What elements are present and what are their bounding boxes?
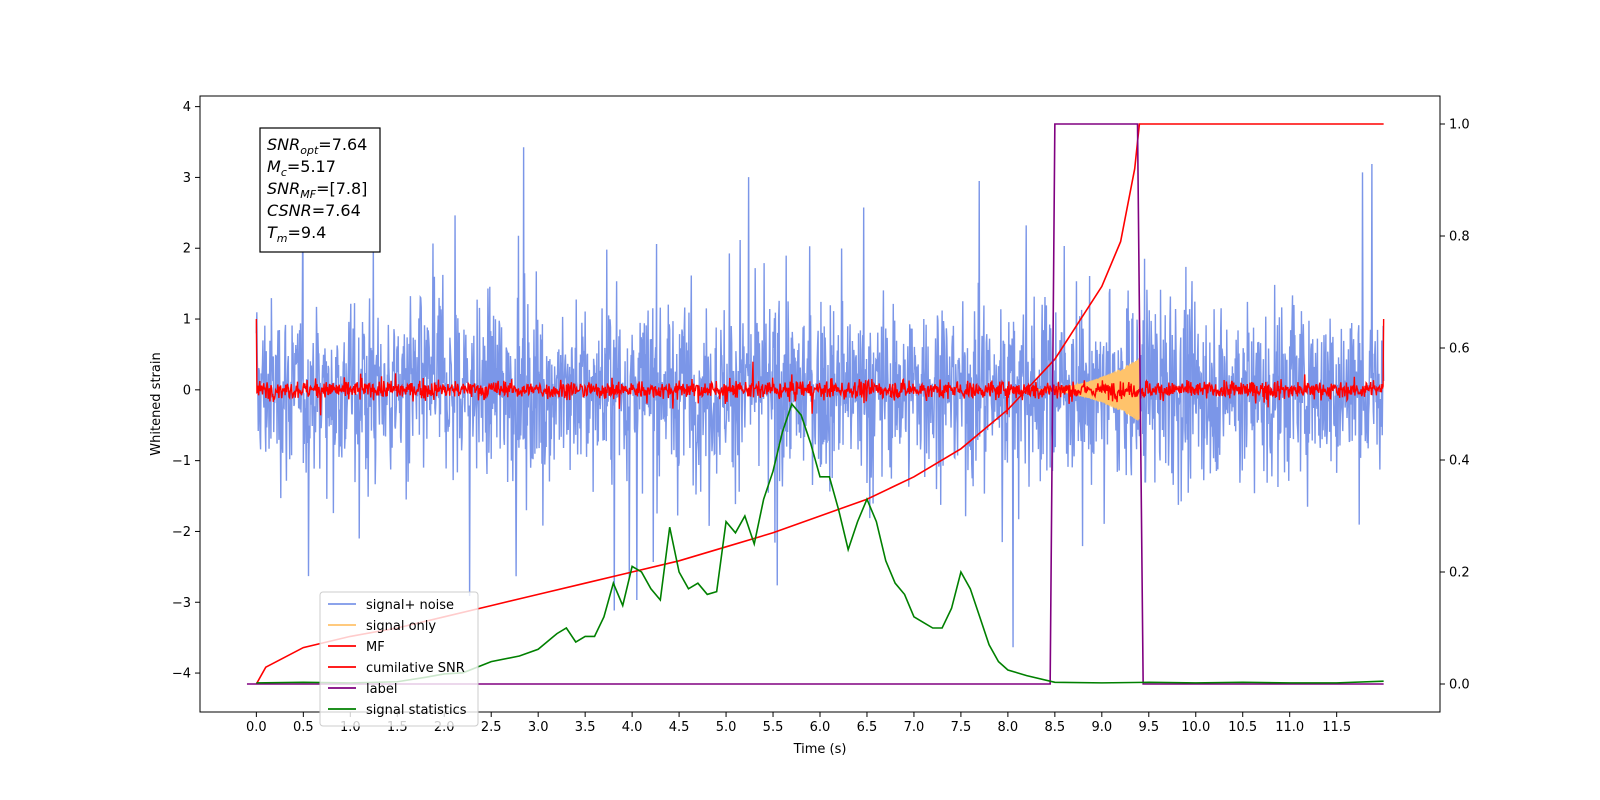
y-tick-label: −1 (172, 454, 191, 469)
x-tick-label: 6.0 (810, 720, 831, 735)
info-box-frame (259, 127, 381, 253)
x-tick-label: 10.0 (1181, 720, 1210, 735)
x-tick-label: 7.0 (904, 720, 925, 735)
legend-label: cumilative SNR (366, 661, 465, 676)
y-tick-label: 1 (183, 313, 191, 328)
y-tick-label: −4 (172, 667, 191, 682)
y2-tick-label: 0.6 (1449, 342, 1470, 357)
x-tick-label: 5.0 (716, 720, 737, 735)
x-tick-label: 0.0 (246, 720, 267, 735)
y-tick-label: −2 (172, 525, 191, 540)
y-tick-label: 2 (183, 242, 191, 257)
y-tick-label: 3 (183, 171, 191, 186)
y-tick-label: 0 (183, 383, 191, 398)
x-tick-label: 11.5 (1322, 720, 1351, 735)
y-axis-label: Whitened strain (149, 352, 164, 455)
series-label (246, 123, 1384, 685)
x-tick-label: 4.0 (622, 720, 643, 735)
x-tick-label: 6.5 (857, 720, 878, 735)
info-line: Mc=5.17 (267, 157, 336, 179)
x-tick-label: 4.5 (669, 720, 690, 735)
x-tick-label: 9.0 (1091, 720, 1112, 735)
y2-tick-label: 0.4 (1449, 454, 1470, 469)
legend: signal+ noise signal only MF cumilative SNR… (319, 591, 479, 727)
x-tick-label: 11.0 (1275, 720, 1304, 735)
series-signal-statistics (256, 402, 1384, 684)
x-tick-label: 0.5 (293, 720, 314, 735)
x-tick-label: 3.5 (575, 720, 596, 735)
x-tick-label: 3.0 (528, 720, 549, 735)
info-line: SNRMF=[7.8] (267, 179, 367, 201)
y2-tick-label: 0.0 (1449, 678, 1470, 693)
y2-tick-label: 0.8 (1449, 230, 1470, 245)
y2-tick-label: 0.2 (1449, 566, 1470, 581)
x-tick-label: 2.5 (481, 720, 502, 735)
y-tick-label: 4 (183, 100, 191, 115)
legend-label: label (366, 682, 397, 697)
info-line: Tm=9.4 (267, 223, 326, 245)
y-axis-right: 1.0 0.8 0.6 0.4 0.2 0.0 (1440, 118, 1470, 693)
x-axis-label: Time (s) (793, 742, 847, 757)
y-tick-label: −3 (172, 596, 191, 611)
x-tick-label: 5.5 (763, 720, 784, 735)
y2-tick-label: 1.0 (1449, 118, 1470, 133)
legend-label: signal+ noise (366, 598, 454, 613)
y-axis-left: 4 3 2 1 0 −1 −2 −3 −4 (172, 100, 200, 682)
series-mf (255, 319, 1385, 416)
x-tick-label: 7.5 (951, 720, 972, 735)
x-tick-label: 8.0 (998, 720, 1019, 735)
legend-frame (319, 591, 479, 727)
series-signal-noise (255, 147, 1385, 648)
legend-label: signal statistics (366, 703, 467, 718)
info-line: CSNR=7.64 (267, 201, 361, 220)
x-tick-label: 10.5 (1228, 720, 1257, 735)
info-line: SNRopt=7.64 (267, 135, 367, 157)
legend-label: MF (366, 640, 385, 655)
x-tick-label: 9.5 (1138, 720, 1159, 735)
legend-label: signal only (366, 619, 436, 634)
x-tick-label: 8.5 (1045, 720, 1066, 735)
